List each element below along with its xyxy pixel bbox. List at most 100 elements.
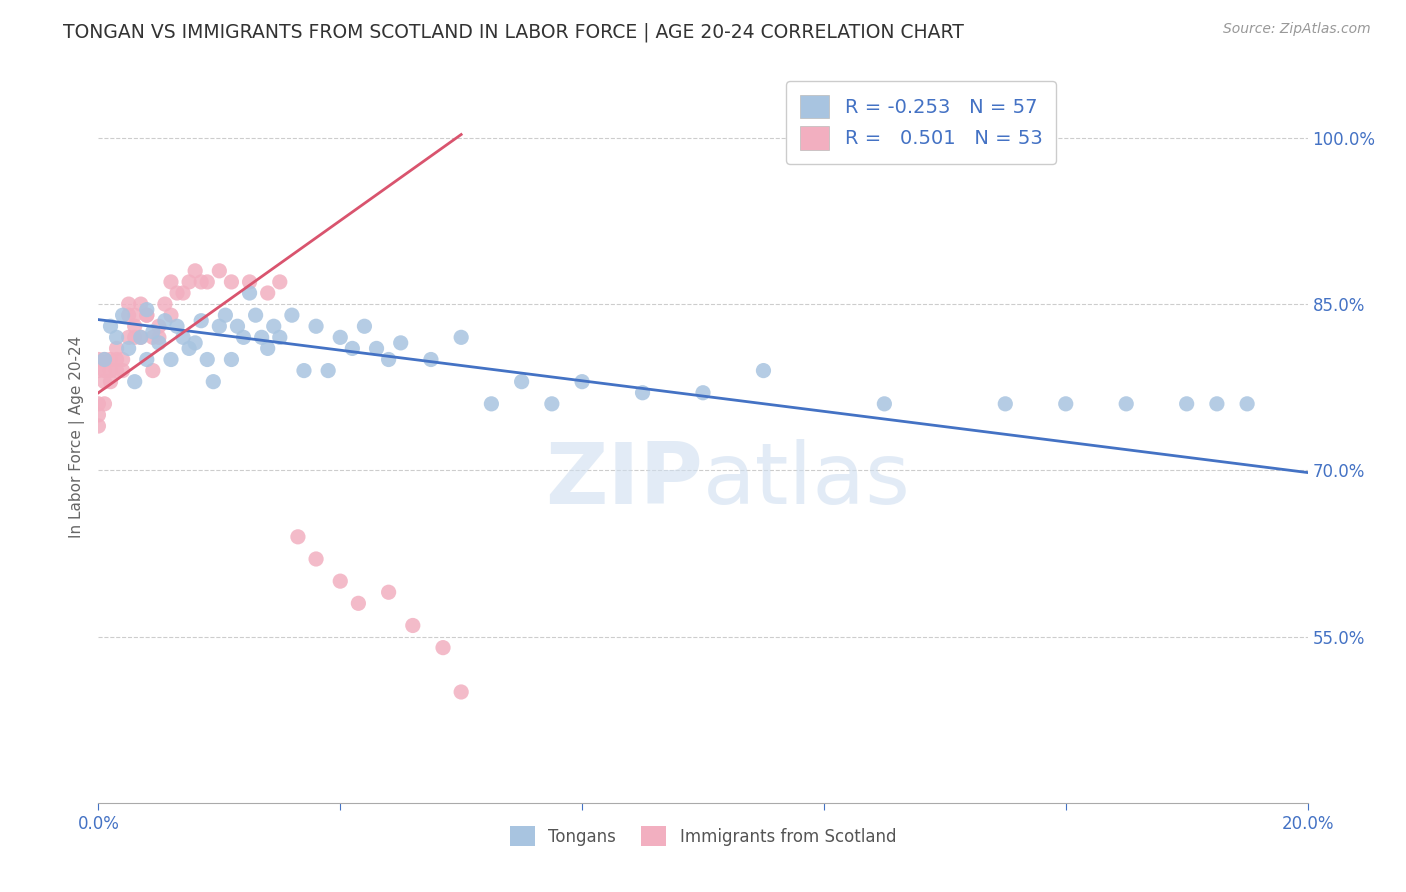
Point — [124, 319, 146, 334]
Point — [135, 302, 157, 317]
Point — [540, 397, 562, 411]
Point — [93, 375, 115, 389]
Point — [87, 397, 110, 411]
Point — [226, 319, 249, 334]
Point — [287, 530, 309, 544]
Point — [124, 375, 146, 389]
Text: Source: ZipAtlas.com: Source: ZipAtlas.com — [1223, 22, 1371, 37]
Point — [100, 363, 122, 377]
Point — [153, 314, 176, 328]
Point — [1175, 397, 1198, 411]
Point — [305, 319, 328, 334]
Point — [129, 297, 152, 311]
Point — [179, 342, 201, 356]
Point — [118, 297, 141, 311]
Point — [571, 375, 593, 389]
Point — [1054, 397, 1077, 411]
Point — [432, 640, 454, 655]
Point — [329, 574, 352, 589]
Point — [752, 363, 775, 377]
Point — [366, 342, 388, 356]
Point — [994, 397, 1017, 411]
Point — [148, 330, 170, 344]
Point — [221, 275, 243, 289]
Point — [420, 352, 443, 367]
Point — [510, 375, 533, 389]
Point — [105, 342, 128, 356]
Point — [316, 363, 339, 377]
Point — [100, 352, 122, 367]
Point — [100, 375, 122, 389]
Point — [402, 618, 425, 632]
Point — [124, 308, 146, 322]
Point — [195, 352, 218, 367]
Point — [389, 335, 412, 350]
Point — [160, 308, 183, 322]
Point — [239, 275, 262, 289]
Point — [148, 335, 170, 350]
Point — [135, 352, 157, 367]
Point — [93, 352, 115, 367]
Point — [184, 335, 207, 350]
Point — [692, 385, 714, 400]
Point — [172, 285, 194, 300]
Point — [281, 308, 304, 322]
Point — [111, 363, 134, 377]
Point — [292, 363, 315, 377]
Text: TONGAN VS IMMIGRANTS FROM SCOTLAND IN LABOR FORCE | AGE 20-24 CORRELATION CHART: TONGAN VS IMMIGRANTS FROM SCOTLAND IN LA… — [63, 22, 965, 42]
Point — [166, 319, 188, 334]
Point — [142, 363, 165, 377]
Point — [118, 342, 141, 356]
Point — [124, 330, 146, 344]
Point — [129, 330, 152, 344]
Point — [232, 330, 254, 344]
Point — [377, 585, 399, 599]
Point — [190, 275, 212, 289]
Point — [129, 330, 152, 344]
Point — [160, 275, 183, 289]
Point — [93, 352, 115, 367]
Point — [214, 308, 236, 322]
Point — [329, 330, 352, 344]
Point — [87, 352, 110, 367]
Text: ZIP: ZIP — [546, 440, 703, 523]
Point — [208, 264, 231, 278]
Point — [450, 685, 472, 699]
Point — [148, 319, 170, 334]
Point — [481, 397, 503, 411]
Point — [239, 285, 262, 300]
Point — [93, 363, 115, 377]
Point — [263, 319, 285, 334]
Point — [1236, 397, 1258, 411]
Point — [166, 285, 188, 300]
Point — [342, 342, 364, 356]
Point — [250, 330, 273, 344]
Point — [221, 352, 243, 367]
Point — [118, 330, 141, 344]
Point — [100, 319, 122, 334]
Point — [256, 285, 278, 300]
Point — [111, 308, 134, 322]
Y-axis label: In Labor Force | Age 20-24: In Labor Force | Age 20-24 — [69, 336, 84, 538]
Point — [135, 308, 157, 322]
Point — [347, 596, 370, 610]
Legend: Tongans, Immigrants from Scotland: Tongans, Immigrants from Scotland — [503, 820, 903, 853]
Point — [269, 275, 291, 289]
Point — [87, 363, 110, 377]
Point — [105, 330, 128, 344]
Point — [135, 308, 157, 322]
Point — [353, 319, 375, 334]
Point — [1206, 397, 1229, 411]
Point — [87, 408, 110, 422]
Point — [202, 375, 225, 389]
Point — [179, 275, 201, 289]
Point — [153, 297, 176, 311]
Point — [87, 419, 110, 434]
Point — [450, 330, 472, 344]
Point — [105, 352, 128, 367]
Point — [172, 330, 194, 344]
Point — [256, 342, 278, 356]
Point — [245, 308, 267, 322]
Point — [195, 275, 218, 289]
Point — [1115, 397, 1137, 411]
